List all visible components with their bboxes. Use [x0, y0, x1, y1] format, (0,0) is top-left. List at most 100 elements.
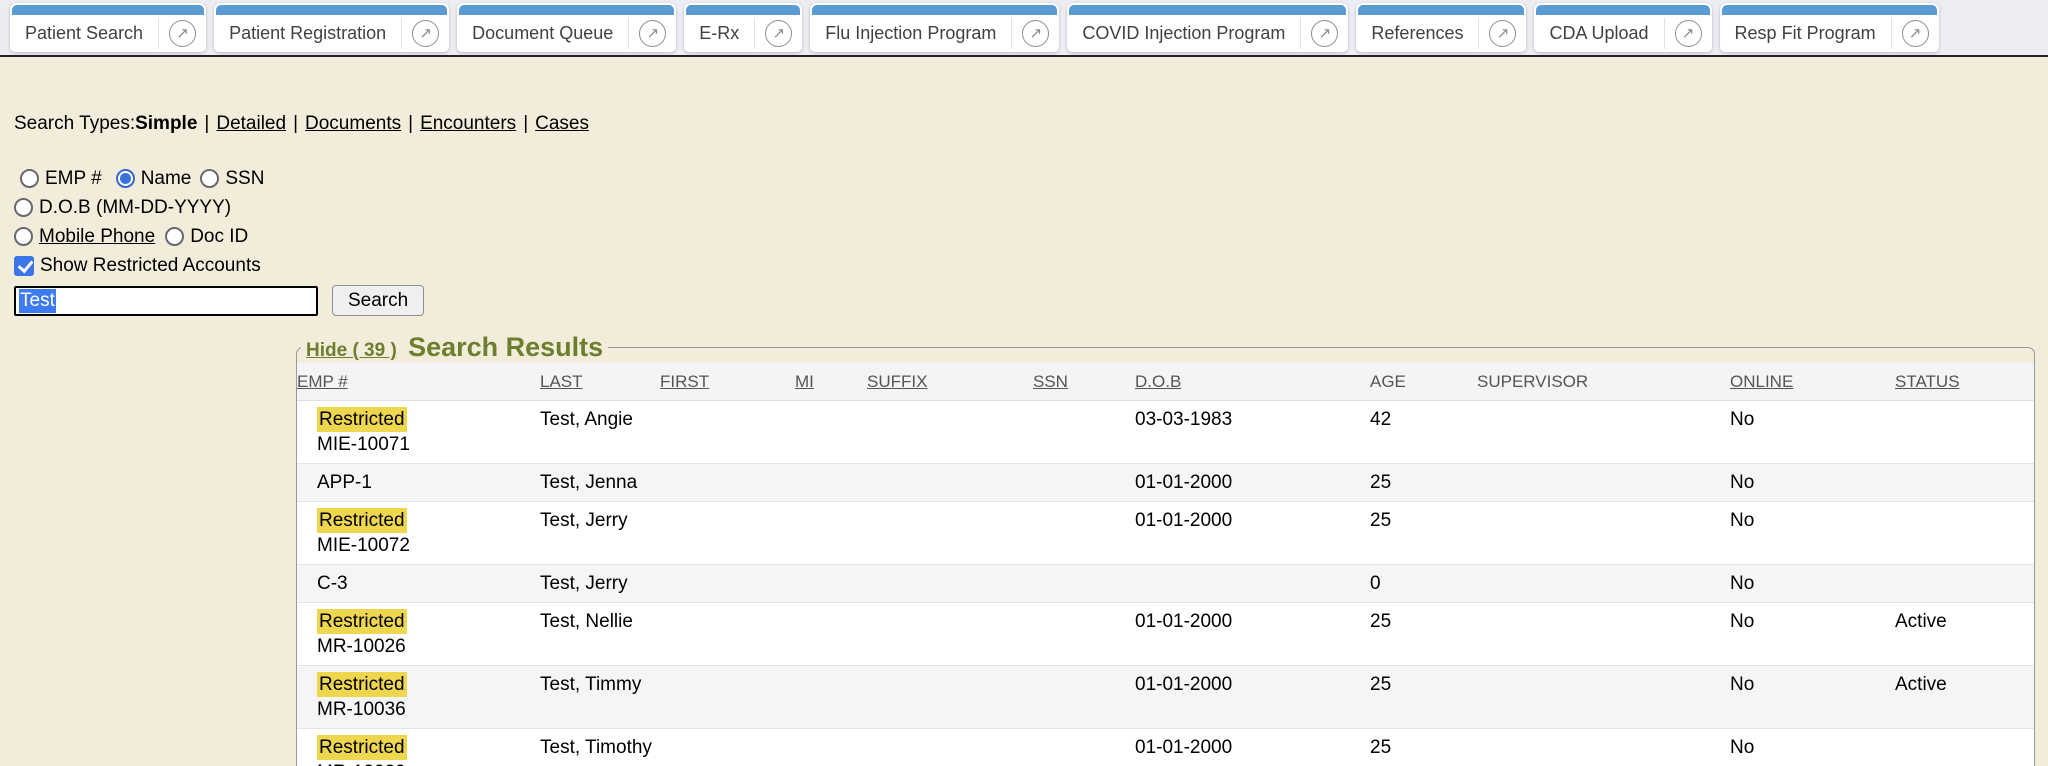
- first-name-cell: [660, 571, 795, 596]
- first-name-cell: [660, 470, 795, 495]
- mi-cell: [795, 571, 867, 596]
- external-link-icon[interactable]: [1311, 20, 1339, 47]
- mi-cell: [795, 609, 867, 659]
- tab[interactable]: References: [1356, 3, 1527, 52]
- tab-divider: [158, 18, 160, 49]
- emp-id: MR-10039: [317, 760, 540, 766]
- radio-ssn-label: SSN: [225, 167, 265, 189]
- radio-mobile-phone-label[interactable]: Mobile Phone: [39, 225, 156, 247]
- search-type-active: Simple: [135, 113, 198, 134]
- tab[interactable]: COVID Injection Program: [1067, 3, 1349, 52]
- tab[interactable]: Resp Fit Program: [1719, 3, 1939, 52]
- search-input[interactable]: Test: [14, 285, 318, 316]
- results-rows: Restricted MIE-10071 Test, Angie 03-03-1…: [297, 401, 2034, 766]
- tab-label: E-Rx: [699, 23, 740, 43]
- external-link-icon[interactable]: [412, 20, 440, 47]
- suffix-cell: [867, 470, 1033, 495]
- column-header[interactable]: MI: [795, 371, 814, 391]
- tab[interactable]: CDA Upload: [1534, 3, 1712, 52]
- ssn-cell: [1033, 508, 1135, 558]
- column-header[interactable]: SUFFIX: [867, 371, 928, 391]
- tab[interactable]: Patient Registration: [214, 3, 450, 52]
- search-type-link[interactable]: Cases: [535, 113, 589, 134]
- separator: |: [293, 113, 299, 134]
- column-header[interactable]: AGE: [1370, 371, 1406, 391]
- column-header[interactable]: LAST: [540, 371, 583, 391]
- age-cell: 25: [1370, 611, 1392, 632]
- tab[interactable]: E-Rx: [684, 3, 803, 52]
- tab[interactable]: Document Queue: [457, 3, 677, 52]
- radio-dob[interactable]: [14, 198, 33, 217]
- column-header[interactable]: FIRST: [660, 371, 710, 391]
- emp-id: MR-10026: [317, 636, 406, 657]
- last-name-cell: Test, Jerry: [540, 573, 628, 594]
- suffix-cell: [867, 407, 1033, 457]
- radio-name[interactable]: [115, 169, 135, 188]
- mi-cell: [795, 470, 867, 495]
- tab[interactable]: Flu Injection Program: [810, 3, 1060, 52]
- last-name-cell: Test, Timmy: [540, 674, 642, 695]
- tab-divider: [1890, 18, 1892, 49]
- result-row[interactable]: C-3 Test, Jerry 0 No: [297, 564, 2034, 602]
- search-type-link[interactable]: Documents: [305, 113, 402, 134]
- dob-cell: 01-01-2000: [1135, 472, 1233, 493]
- column-header[interactable]: D.O.B: [1135, 371, 1182, 391]
- status-cell: [1895, 470, 2034, 495]
- restricted-badge: Restricted: [317, 672, 407, 697]
- online-cell: No: [1730, 409, 1755, 430]
- search-type-link[interactable]: Detailed: [216, 113, 287, 134]
- hide-results-link[interactable]: Hide ( 39 ): [306, 340, 397, 361]
- column-header[interactable]: SSN: [1033, 371, 1068, 391]
- radio-mobile-phone[interactable]: [14, 227, 33, 246]
- age-cell: 25: [1370, 674, 1392, 695]
- external-link-icon[interactable]: [765, 20, 793, 47]
- emp-number-cell: Restricted MR-10026: [297, 609, 540, 659]
- search-types-row: Search Types:Simple | Detailed | Documents | E…: [14, 112, 2048, 136]
- emp-id: MIE-10072: [317, 535, 410, 556]
- status-cell: [1895, 735, 2034, 766]
- online-cell: No: [1730, 510, 1755, 531]
- tab-accent-bar: [1536, 5, 1710, 15]
- dob-cell: [1135, 571, 1370, 596]
- external-link-icon[interactable]: [169, 20, 197, 47]
- tab-accent-bar: [216, 5, 448, 15]
- radio-ssn[interactable]: [200, 169, 220, 188]
- separator: |: [408, 113, 414, 134]
- emp-number-cell: Restricted MR-10039: [297, 735, 540, 766]
- first-name-cell: [660, 609, 795, 659]
- external-link-icon[interactable]: [1489, 20, 1517, 47]
- external-link-icon[interactable]: [639, 20, 667, 47]
- tab-label: Resp Fit Program: [1734, 23, 1876, 43]
- result-row[interactable]: Restricted MIE-10072 Test, Jerry 01-01-2…: [297, 501, 2034, 564]
- result-row[interactable]: Restricted MR-10026 Test, Nellie 01-01-2…: [297, 602, 2034, 665]
- age-cell: 0: [1370, 573, 1381, 594]
- result-row[interactable]: Restricted MR-10036 Test, Timmy 01-01-20…: [297, 665, 2034, 728]
- search-results-panel: Hide ( 39 ) Search Results EMP # LAST FI…: [296, 332, 2035, 766]
- result-row[interactable]: Restricted MR-10039 Test, Timothy 01-01-…: [297, 728, 2034, 766]
- result-row[interactable]: APP-1 Test, Jenna 01-01-2000 25 No: [297, 463, 2034, 501]
- tab-label: Patient Registration: [229, 23, 387, 43]
- first-name-cell: [660, 508, 795, 558]
- status-cell: [1895, 508, 2034, 558]
- search-results-title: Search Results: [408, 332, 604, 362]
- column-header[interactable]: ONLINE: [1730, 371, 1794, 391]
- tab-bar: Patient Search Patient Registration Docu…: [0, 0, 2048, 57]
- result-row[interactable]: Restricted MIE-10071 Test, Angie 03-03-1…: [297, 401, 2034, 463]
- external-link-icon[interactable]: [1674, 20, 1702, 47]
- radio-emp-number[interactable]: [20, 169, 39, 188]
- external-link-icon[interactable]: [1901, 20, 1929, 47]
- column-header[interactable]: SUPERVISOR: [1477, 371, 1589, 391]
- search-input-selected-text: Test: [19, 288, 56, 313]
- external-link-icon[interactable]: [1022, 20, 1050, 47]
- column-header[interactable]: EMP #: [297, 371, 348, 391]
- restricted-badge: Restricted: [317, 735, 407, 760]
- search-type-link[interactable]: Encounters: [420, 113, 517, 134]
- tab-divider: [1011, 18, 1013, 49]
- radio-doc-id[interactable]: [165, 227, 185, 246]
- separator: |: [204, 113, 210, 134]
- tab[interactable]: Patient Search: [10, 3, 207, 52]
- show-restricted-checkbox[interactable]: [14, 255, 34, 276]
- column-header[interactable]: STATUS: [1895, 371, 1960, 391]
- ssn-cell: [1033, 609, 1135, 659]
- search-button[interactable]: Search: [332, 285, 425, 316]
